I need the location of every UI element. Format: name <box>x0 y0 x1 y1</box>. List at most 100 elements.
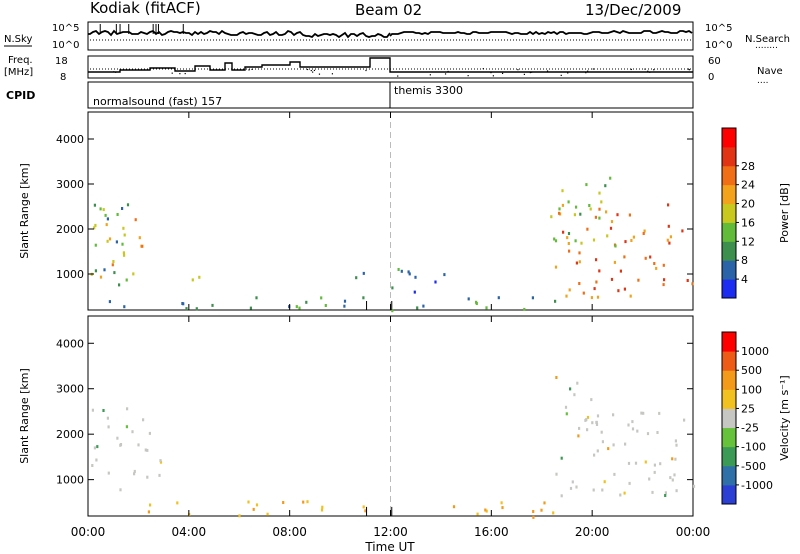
data-cell <box>662 283 665 287</box>
data-cell <box>631 427 635 431</box>
data-cell <box>191 278 194 282</box>
data-cell <box>362 505 365 509</box>
data-cell <box>628 481 631 485</box>
data-cell <box>106 217 109 221</box>
data-cell <box>108 237 112 241</box>
data-cell <box>591 421 594 425</box>
freq-label-line2: [MHz] <box>4 67 33 78</box>
data-cell <box>644 256 647 260</box>
data-cell <box>567 232 571 235</box>
nave-point <box>647 70 649 72</box>
data-cell <box>91 464 94 467</box>
x-tick-label: 00:00 <box>676 525 711 539</box>
data-cell <box>627 423 630 427</box>
data-cell <box>343 304 346 308</box>
data-cell <box>596 295 600 299</box>
data-cell <box>671 478 674 482</box>
data-cell <box>600 430 603 434</box>
data-cell <box>585 183 588 187</box>
data-cell <box>674 457 677 461</box>
data-cell <box>554 239 558 243</box>
data-cell <box>664 491 667 495</box>
y-tick-label: 2000 <box>56 428 84 441</box>
data-cell <box>673 473 676 477</box>
nave-point <box>546 70 549 72</box>
data-cell <box>623 491 626 495</box>
noise-lines <box>88 24 693 41</box>
data-cell <box>144 448 147 452</box>
nave-point <box>113 71 115 73</box>
data-cell <box>585 418 588 422</box>
data-cell <box>116 213 119 216</box>
data-cell <box>653 463 656 467</box>
data-cell <box>115 240 118 244</box>
x-tick-label: 16:00 <box>474 525 509 539</box>
colorbar-segment <box>722 184 736 205</box>
data-cell <box>249 306 252 310</box>
data-cell <box>663 278 666 282</box>
colorbar-tick-label: 500 <box>741 364 762 377</box>
data-cell <box>595 280 598 284</box>
colorbar-segment <box>722 389 736 409</box>
data-cell <box>619 493 622 497</box>
nsky-tick-low: 10^0 <box>52 40 79 51</box>
data-cell <box>104 213 107 217</box>
data-cell <box>531 296 534 300</box>
data-cell <box>561 203 564 207</box>
data-cell <box>355 276 358 280</box>
data-cell <box>400 269 403 273</box>
data-cell <box>681 229 684 233</box>
data-cell <box>266 512 269 516</box>
data-cell <box>671 457 674 461</box>
nave-point <box>490 72 492 74</box>
data-cell <box>112 260 115 263</box>
nsearch-tick-low: 10^0 <box>705 40 732 51</box>
data-cell <box>96 445 99 449</box>
data-cell <box>598 191 601 195</box>
freq-tick-low: 8 <box>60 72 66 83</box>
data-cell <box>558 211 561 215</box>
data-cell <box>149 503 152 507</box>
data-cell <box>586 428 589 432</box>
data-cell <box>99 275 103 279</box>
data-cell <box>578 251 581 255</box>
data-cell <box>571 480 574 484</box>
colorbar-tick-label: 1000 <box>741 345 769 358</box>
colorbar-segment <box>722 408 736 429</box>
data-cell <box>467 297 470 301</box>
beam-title: Beam 02 <box>355 1 422 19</box>
data-cell <box>123 253 126 257</box>
data-cell <box>642 232 645 235</box>
data-cell <box>637 278 640 282</box>
nave-point <box>687 68 690 70</box>
colorbar-segment <box>722 165 736 186</box>
data-cell <box>113 271 116 275</box>
data-cell <box>567 242 570 245</box>
data-cell <box>107 471 110 475</box>
data-cell <box>653 262 656 265</box>
data-cell <box>107 425 110 429</box>
data-cell <box>590 398 593 402</box>
nave-point <box>331 73 334 75</box>
data-cell <box>93 226 96 230</box>
data-cell <box>669 476 672 480</box>
data-cell <box>252 507 255 511</box>
data-cell <box>397 268 400 271</box>
nave-point <box>585 72 587 74</box>
nave-point <box>318 73 321 75</box>
data-cell <box>605 210 608 214</box>
x-tick-label: 20:00 <box>575 525 610 539</box>
data-cell <box>669 235 672 239</box>
data-cell <box>414 275 417 279</box>
data-cell <box>182 302 185 306</box>
nave-point <box>184 72 186 75</box>
data-cell <box>95 458 98 462</box>
nave-point <box>179 73 181 75</box>
data-cell <box>523 307 526 311</box>
data-cell <box>93 446 96 450</box>
nave-point <box>447 70 449 73</box>
data-cell <box>598 269 601 273</box>
data-cell <box>484 508 487 512</box>
data-cell <box>324 304 327 307</box>
data-cell <box>648 477 651 481</box>
